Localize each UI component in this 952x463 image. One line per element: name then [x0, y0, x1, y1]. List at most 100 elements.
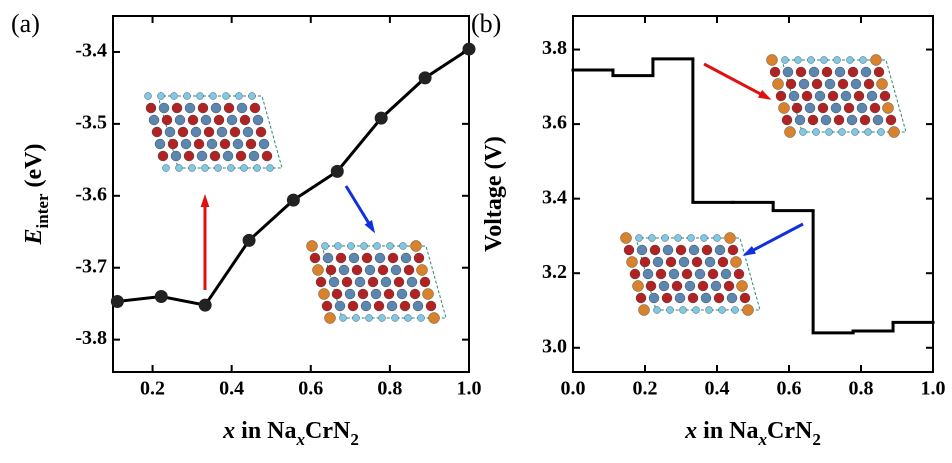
atom	[799, 128, 807, 136]
x-tick-label: 0.6	[298, 378, 323, 400]
atom	[635, 292, 647, 304]
atom	[830, 102, 842, 114]
atom	[167, 138, 179, 150]
atom	[321, 300, 333, 312]
atom	[674, 292, 686, 304]
atom	[694, 268, 706, 280]
atom	[331, 288, 343, 300]
label-part: CrN	[305, 418, 351, 444]
y-tick-label: 3.6	[542, 112, 567, 134]
structure-illustration	[766, 54, 907, 138]
atom	[681, 268, 693, 280]
atom	[306, 240, 318, 252]
atom	[700, 234, 708, 242]
atom	[807, 114, 819, 126]
data-point	[330, 164, 344, 178]
atom	[249, 102, 261, 114]
atom	[648, 292, 660, 304]
atom	[170, 150, 182, 162]
atom	[885, 114, 897, 126]
atom	[232, 138, 244, 150]
y-tick-label: -3.5	[75, 111, 107, 133]
atom	[801, 90, 813, 102]
label-part: CrN	[767, 418, 813, 444]
y-tick-label: -3.7	[75, 255, 107, 277]
data-point	[418, 71, 432, 85]
atom	[367, 276, 379, 288]
atom	[390, 264, 402, 276]
atom	[638, 304, 650, 316]
atom	[253, 164, 261, 172]
atom	[373, 242, 381, 250]
atom	[888, 126, 900, 138]
atom	[785, 78, 797, 90]
atom	[183, 150, 195, 162]
atom	[666, 306, 674, 314]
atom	[315, 276, 327, 288]
atom	[377, 264, 389, 276]
atom	[148, 114, 160, 126]
atom	[240, 164, 248, 172]
atom	[668, 268, 680, 280]
label-part: in Na	[235, 418, 296, 444]
atom	[794, 114, 806, 126]
atom	[720, 268, 732, 280]
atom	[174, 114, 186, 126]
y-tick-label: -3.8	[75, 327, 107, 349]
atom	[879, 90, 891, 102]
atom	[794, 56, 802, 64]
atom	[200, 114, 212, 126]
atom	[812, 128, 820, 136]
atom	[210, 102, 222, 114]
atom	[158, 102, 170, 114]
atom	[833, 56, 841, 64]
atom	[649, 244, 661, 256]
atom	[334, 300, 346, 312]
atom	[863, 78, 875, 90]
atom	[347, 300, 359, 312]
atom	[387, 252, 399, 264]
atom	[851, 128, 859, 136]
atom	[876, 78, 888, 90]
atom	[688, 244, 700, 256]
atom	[177, 126, 189, 138]
atom	[679, 306, 687, 314]
atom	[380, 276, 392, 288]
structure-illustration	[306, 240, 447, 324]
atom	[357, 288, 369, 300]
atom	[726, 292, 738, 304]
atom	[714, 244, 726, 256]
atom	[636, 244, 648, 256]
atom	[817, 102, 829, 114]
atom	[197, 102, 209, 114]
atom	[410, 240, 422, 252]
atom	[742, 304, 754, 316]
atom	[713, 292, 725, 304]
atom	[373, 300, 385, 312]
atom	[620, 232, 632, 244]
atom	[404, 314, 412, 322]
atom	[791, 102, 803, 114]
atom	[188, 164, 196, 172]
atom	[180, 138, 192, 150]
atom	[653, 306, 661, 314]
atom	[144, 92, 152, 100]
atom	[428, 312, 440, 324]
atom	[739, 292, 751, 304]
atom	[658, 280, 670, 292]
data-point	[242, 233, 256, 247]
label-part: (eV)	[21, 144, 47, 194]
arrow	[745, 222, 804, 256]
arrow	[703, 62, 769, 100]
atom	[386, 300, 398, 312]
label-part: x	[684, 418, 697, 444]
atom	[209, 92, 217, 100]
atom	[840, 90, 852, 102]
atom	[691, 256, 703, 268]
atom	[209, 150, 221, 162]
atom	[853, 90, 865, 102]
atom	[157, 150, 169, 162]
atom	[393, 276, 405, 288]
atom	[351, 264, 363, 276]
atom	[707, 268, 719, 280]
